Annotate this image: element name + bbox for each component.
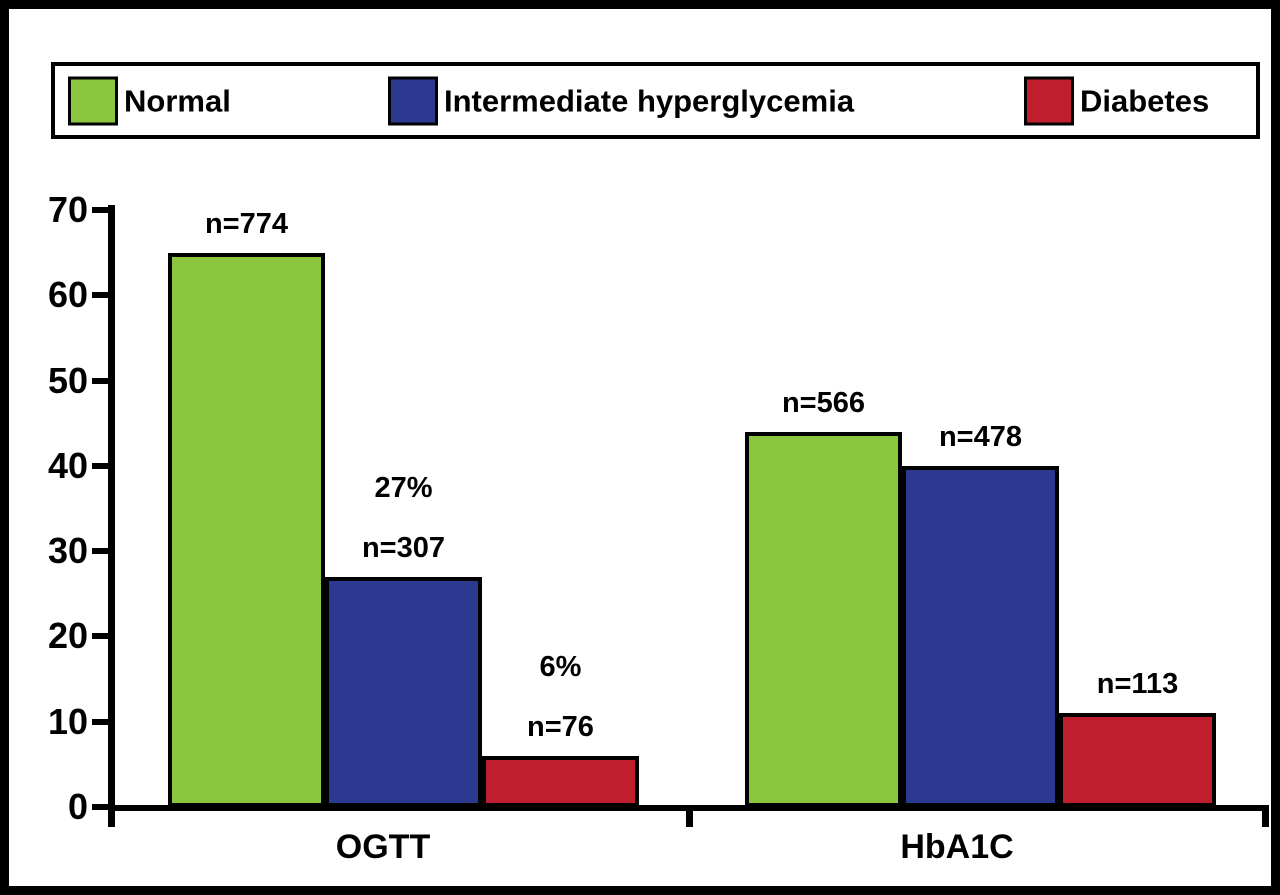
bar-label: n=76: [527, 711, 594, 743]
y-axis-tick-70: [92, 207, 108, 213]
bar-labels-ogtt-1: 27% n=307: [325, 473, 482, 563]
y-axis-tick-50: [92, 377, 108, 384]
y-axis-label-50: 50: [47, 359, 88, 401]
y-axis-tick-0: [92, 804, 108, 810]
bar-ogtt-0: [168, 253, 325, 807]
bar-labels-hba1c-2: n=113: [1059, 669, 1216, 699]
bar-label: n=113: [1096, 668, 1179, 700]
bar-label: n=774: [204, 208, 289, 240]
y-axis-tick-20: [92, 633, 108, 640]
legend-label-normal: Normal: [124, 83, 231, 118]
y-axis-label-20: 20: [47, 615, 88, 657]
bar-label: n=566: [781, 387, 866, 419]
legend-label-intermediate-hyperglycemia: Intermediate hyperglycemia: [444, 83, 855, 118]
legend-item-intermediate-hyperglycemia: Intermediate hyperglycemia: [388, 76, 854, 125]
y-axis-label-0: 0: [67, 786, 88, 827]
intermediate-hyperglycemia-swatch-icon: [388, 76, 438, 125]
bar-label: 27%: [374, 472, 433, 504]
bar-labels-ogtt-0: n=774: [168, 209, 325, 239]
diabetes-swatch-icon: [1024, 76, 1074, 125]
category-label-hba1c: HbA1C: [900, 828, 1014, 866]
legend: Normal Intermediate hyperglycemia Diabet…: [51, 62, 1260, 139]
legend-item-diabetes: Diabetes: [1024, 76, 1209, 125]
bar-label: n=478: [938, 421, 1023, 453]
bar-labels-ogtt-2: 6% n=76: [482, 652, 639, 742]
bar-label: 6%: [539, 651, 582, 683]
y-axis-tick-40: [92, 462, 108, 469]
y-axis-tick-60: [92, 292, 108, 299]
y-axis-tick-10: [92, 718, 108, 725]
bar-ogtt-1: [325, 577, 482, 807]
y-axis-label-40: 40: [47, 444, 88, 486]
legend-label-diabetes: Diabetes: [1080, 83, 1210, 118]
category-label-ogtt: OGTT: [335, 828, 431, 866]
bar-hba1c-0: [745, 432, 902, 807]
bar-labels-hba1c-1: n=478: [902, 422, 1059, 452]
y-axis-line: [108, 205, 115, 827]
x-axis-tick-0: [686, 805, 693, 827]
y-axis-label-60: 60: [47, 274, 88, 316]
bar-ogtt-2: [482, 756, 639, 807]
legend-item-normal: Normal: [68, 76, 231, 125]
y-axis-tick-30: [92, 548, 108, 555]
bar-hba1c-2: [1059, 713, 1216, 807]
y-axis-label-30: 30: [47, 530, 88, 572]
bar-labels-hba1c-0: n=566: [745, 388, 902, 418]
x-axis-tick-1: [1262, 805, 1269, 827]
bar-label: n=307: [361, 532, 446, 564]
normal-swatch-icon: [68, 76, 118, 125]
y-axis-label-10: 10: [47, 700, 88, 742]
bar-hba1c-1: [902, 466, 1059, 807]
y-axis-label-70: 70: [47, 189, 88, 230]
